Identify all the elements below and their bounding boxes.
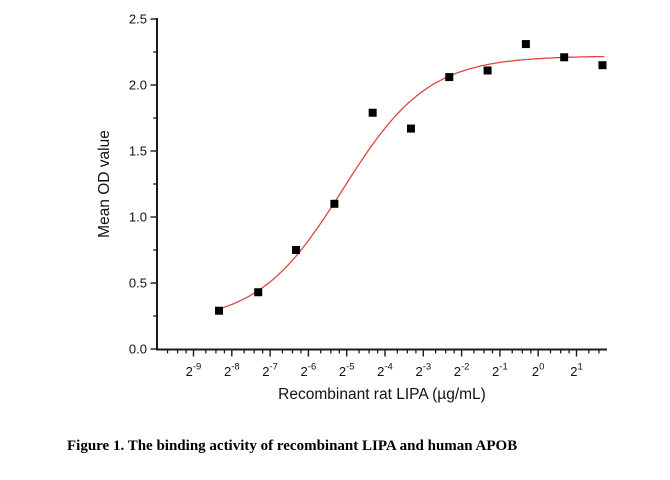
x-axis-ticks [166,350,600,357]
data-point-marker [598,61,607,70]
x-tick-label: 2-4 [377,362,393,380]
y-axis-title: Mean OD value [96,130,113,238]
data-point-marker [406,124,415,133]
y-tick-label: 1.5 [129,144,147,159]
x-axis-title: Recombinant rat LIPA (µg/mL) [278,386,486,403]
y-tick-label: 0.5 [129,276,147,291]
data-point-marker [292,246,301,254]
y-tick-label: 0.0 [129,342,147,357]
data-points [215,40,607,315]
data-point-marker [521,40,530,49]
x-tick-label: 2-5 [339,362,355,380]
data-point-marker [445,73,454,82]
x-tick-label: 2-9 [186,362,202,380]
data-point-marker [215,306,224,315]
fit-curve-path [219,55,605,310]
x-tick-label: 2-6 [301,362,317,380]
x-tick-label: 2-1 [492,362,508,380]
x-tick-label: 2-7 [262,362,278,380]
data-point-marker [254,288,263,297]
x-tick-label: 20 [532,362,545,380]
x-tick-label: 21 [570,362,583,380]
x-tick-label: 2-2 [454,362,470,380]
data-point-marker [483,66,492,75]
data-point-marker [368,108,377,117]
y-tick-label: 2.5 [129,12,147,27]
y-tick-label: 1.0 [129,210,147,225]
data-point-marker [560,53,569,62]
x-tick-label: 2-3 [415,362,431,380]
y-axis-ticks [150,18,156,350]
fit-curve [219,55,605,310]
x-tick-label: 2-8 [224,362,240,380]
binding-curve-chart: 0.0 0.5 1.0 1.5 2.0 2.5 2-9 2-8 2-7 2-6 … [96,12,607,403]
data-point-marker [330,199,339,208]
figure-caption: Figure 1. The binding activity of recomb… [67,438,518,454]
y-tick-label: 2.0 [129,78,147,93]
